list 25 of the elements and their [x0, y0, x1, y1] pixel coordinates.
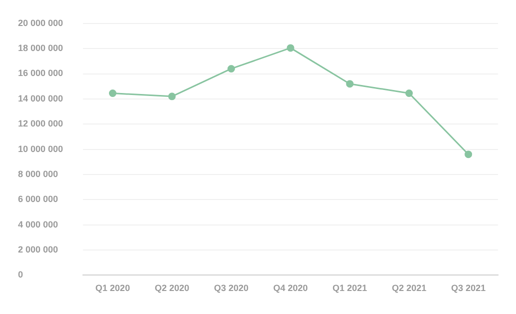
x-tick-label: Q1 2021 — [332, 283, 368, 294]
point — [286, 44, 294, 52]
y-tick-label: 12 000 000 — [18, 118, 64, 129]
y-tick-label: 16 000 000 — [18, 68, 64, 78]
y-tick-label: 14 000 000 — [18, 93, 64, 104]
y-tick-label: 18 000 000 — [18, 43, 64, 54]
y-tick-label: 0 — [18, 270, 24, 280]
y-tick-label: 4 000 000 — [18, 219, 58, 230]
point — [108, 90, 116, 98]
y-tick-label: 20 000 000 — [18, 18, 64, 28]
point — [168, 92, 176, 100]
x-tick-label: Q4 2020 — [273, 283, 308, 294]
x-tick-label: Q2 2020 — [154, 283, 190, 294]
y-tick-label: 6 000 000 — [18, 194, 58, 204]
point — [405, 90, 413, 98]
x-tick-label: Q3 2020 — [214, 283, 249, 294]
y-tick-label: 8 000 000 — [18, 168, 58, 179]
x-tick-label: Q3 2021 — [451, 283, 486, 294]
point — [346, 80, 354, 88]
y-tick-label: 2 000 000 — [18, 244, 58, 255]
x-tick-label: Q1 2020 — [95, 283, 130, 294]
point — [464, 150, 472, 158]
y-tick-label: 10 000 000 — [18, 144, 64, 154]
point — [227, 64, 235, 72]
x-tick-label: Q2 2021 — [392, 283, 426, 294]
